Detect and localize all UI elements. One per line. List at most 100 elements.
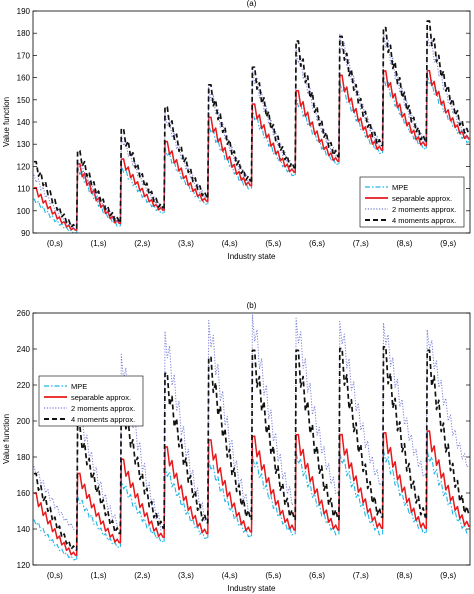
panel-a: (a) 90 100 110 120 130 140 150 160 170 180 190 (0,s)… xyxy=(2,0,471,261)
x-tick-label: (9,s) xyxy=(440,239,456,248)
legend-entry: MPE xyxy=(392,183,408,192)
chart-title: (a) xyxy=(247,0,257,8)
series-line-2-segment-3 xyxy=(163,330,208,530)
y-tick-label: 220 xyxy=(17,381,31,390)
x-tick-label: (5,s) xyxy=(265,571,281,580)
legend-entry: 4 moments approx. xyxy=(71,415,135,424)
y-tick-label: 160 xyxy=(17,489,31,498)
series-line-0-segment-4 xyxy=(207,458,251,539)
y-tick-label: 180 xyxy=(17,29,31,38)
series-line-0-segment-2 xyxy=(119,479,164,548)
series-line-1-segment-8 xyxy=(381,432,427,530)
series-line-2-segment-9 xyxy=(425,31,470,143)
series-line-2-segment-8 xyxy=(382,322,426,485)
series-line-3-segment-4 xyxy=(206,356,252,524)
series-line-1-segment-3 xyxy=(163,446,208,539)
y-tick-label: 150 xyxy=(17,96,31,105)
x-tick-label: (5,s) xyxy=(265,239,281,248)
series-line-0-segment-0 xyxy=(33,519,76,561)
x-tick-label: (4,s) xyxy=(222,571,238,580)
series-line-1-segment-4 xyxy=(207,116,252,202)
series-line-3-segment-1 xyxy=(75,149,121,229)
legend-entry: 2 moments approx. xyxy=(71,404,135,413)
y-tick-label: 190 xyxy=(17,7,31,16)
series-line-1-segment-7 xyxy=(338,433,383,531)
series-line-0-segment-9 xyxy=(425,74,470,149)
series-line-3-segment-5 xyxy=(250,349,296,521)
series-line-3-segment-5 xyxy=(250,66,296,182)
legend-entry: 2 moments approx. xyxy=(392,205,456,214)
y-tick-label: 130 xyxy=(17,140,31,149)
series-line-3-segment-8 xyxy=(381,345,427,519)
series-line-1-segment-8 xyxy=(381,70,427,151)
legend-box xyxy=(38,375,144,427)
x-tick-label: (1,s) xyxy=(91,239,107,248)
series-line-1-segment-9 xyxy=(425,69,470,147)
series-line-1-segment-0 xyxy=(33,492,77,557)
series-line-3-segment-7 xyxy=(338,35,383,158)
x-tick-label: (2,s) xyxy=(134,239,150,248)
series-line-3-segment-4 xyxy=(206,83,252,198)
y-tick-label: 120 xyxy=(17,162,31,171)
series-line-1-segment-2 xyxy=(119,458,164,544)
series-line-2-segment-2 xyxy=(119,353,164,531)
series-line-3-segment-3 xyxy=(163,372,208,530)
y-tick-label: 110 xyxy=(17,185,30,194)
series-line-3-segment-2 xyxy=(119,127,164,222)
x-tick-label: (3,s) xyxy=(178,239,194,248)
series-line-1-segment-0 xyxy=(33,186,77,232)
series-line-1-segment-7 xyxy=(338,74,383,163)
x-tick-label: (8,s) xyxy=(396,239,412,248)
series-line-2-segment-7 xyxy=(338,320,382,494)
series-line-0-segment-8 xyxy=(382,449,426,535)
x-tick-label: (6,s) xyxy=(309,571,325,580)
y-tick-label: 200 xyxy=(17,417,31,426)
series-line-2-segment-6 xyxy=(294,317,339,504)
series-line-0-segment-7 xyxy=(338,451,382,536)
plot-area xyxy=(33,314,470,561)
series-line-2-segment-2 xyxy=(119,134,164,222)
x-tick-label: (2,s) xyxy=(134,571,150,580)
series-line-0-segment-0 xyxy=(33,198,76,233)
series-line-3-segment-8 xyxy=(381,26,427,147)
series-line-2-segment-5 xyxy=(251,314,295,512)
series-line-0-segment-5 xyxy=(250,110,295,189)
y-tick-label: 180 xyxy=(17,453,31,462)
series-line-3-segment-3 xyxy=(163,106,208,209)
series-line-3-segment-9 xyxy=(425,349,470,519)
series-line-1-segment-4 xyxy=(207,439,252,535)
legend-entry: separable approx. xyxy=(392,194,452,203)
y-tick-label: 170 xyxy=(17,51,31,60)
x-tick-label: (6,s) xyxy=(309,239,325,248)
series-line-1-segment-5 xyxy=(250,435,295,533)
series-line-0-segment-1 xyxy=(76,495,120,560)
series-line-1-segment-6 xyxy=(294,433,339,531)
series-line-1-segment-3 xyxy=(163,140,208,211)
series-line-2-segment-1 xyxy=(76,158,120,229)
series-line-1-segment-1 xyxy=(75,472,121,557)
series-line-3-segment-7 xyxy=(338,347,383,521)
x-tick-label: (7,s) xyxy=(353,239,369,248)
x-tick-label: (9,s) xyxy=(440,571,456,580)
series-line-2-segment-1 xyxy=(76,407,120,530)
series-line-3-segment-9 xyxy=(425,20,470,143)
series-line-3-segment-0 xyxy=(33,472,77,551)
series-line-1-segment-6 xyxy=(294,90,339,174)
series-line-3-segment-6 xyxy=(294,349,339,521)
series-line-0-segment-8 xyxy=(382,74,426,154)
x-tick-label: (3,s) xyxy=(178,571,194,580)
series-line-0-segment-4 xyxy=(207,123,251,205)
series-line-3-segment-1 xyxy=(75,425,121,551)
x-tick-label: (8,s) xyxy=(396,571,412,580)
x-tick-label: (7,s) xyxy=(353,571,369,580)
series-line-0-segment-2 xyxy=(119,165,164,227)
series-line-0-segment-9 xyxy=(425,449,470,534)
legend-entry: separable approx. xyxy=(71,393,131,402)
series-line-1-segment-2 xyxy=(119,158,164,225)
panel-b: (b) 120 140 160 180 200 220 240 260 (0,s) (1,s) (2,… xyxy=(2,301,471,593)
series-line-2-segment-0 xyxy=(33,174,76,230)
series-line-0-segment-1 xyxy=(76,165,120,233)
series-line-3-segment-2 xyxy=(119,400,165,535)
y-tick-label: 240 xyxy=(17,345,31,354)
